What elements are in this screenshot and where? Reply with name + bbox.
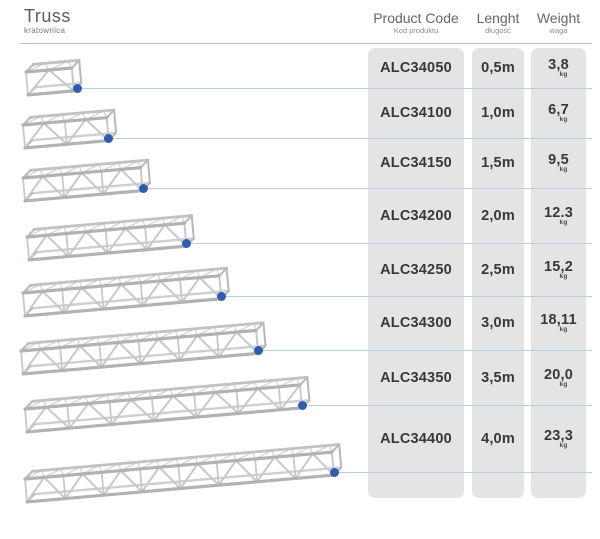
table-cell-weight: 9,5 kg xyxy=(531,138,586,188)
row-connector-dot xyxy=(254,346,263,355)
row-connector-line xyxy=(258,350,592,351)
table-cell-length: 3,0m xyxy=(481,315,515,331)
row-connector-line xyxy=(77,88,592,89)
weight-value: 6,7 xyxy=(548,102,569,119)
table-cell-product-code: ALC34150 xyxy=(380,155,452,171)
weight-value: 18,11 xyxy=(540,312,577,329)
table-cell-weight: 12.3 kg xyxy=(531,188,586,243)
row-connector-dot xyxy=(330,468,339,477)
product-code-column-bg xyxy=(368,48,464,498)
column-label: Weight xyxy=(536,10,581,26)
table-cell-length: 2,0m xyxy=(481,207,515,224)
table-cell-product-code: ALC34050 xyxy=(380,60,452,76)
table-cell-product-code: ALC34300 xyxy=(380,315,452,331)
weight-unit: kg xyxy=(559,116,568,124)
column-sublabel: długość xyxy=(485,26,511,36)
header-divider xyxy=(20,43,592,44)
row-connector-dot xyxy=(298,401,307,410)
weight-value: 23,3 xyxy=(543,427,574,444)
weight-column-bg xyxy=(531,48,586,498)
table-cell-product-code: ALC34200 xyxy=(380,207,452,224)
table-cell-length: 2,5m xyxy=(481,261,515,278)
truss-illustration xyxy=(19,321,267,376)
table-cell-weight: 23,3 kg xyxy=(531,405,586,472)
weight-unit: kg xyxy=(559,441,568,449)
column-header-length: Lenght długość xyxy=(472,10,524,36)
table-cell-weight: 15,2 kg xyxy=(531,243,586,296)
page-title: Truss xyxy=(24,6,71,26)
row-connector-dot xyxy=(182,239,191,248)
column-header-weight: Weight waga xyxy=(531,10,586,36)
weight-unit: kg xyxy=(559,71,568,79)
table-cell-length: 0,5m xyxy=(481,60,515,76)
column-label: Product Code xyxy=(373,10,459,26)
page-subtitle: kratownica xyxy=(24,26,66,35)
table-cell-length: 3,5m xyxy=(481,369,515,386)
length-column-bg xyxy=(472,48,524,498)
row-connector-line xyxy=(186,243,592,244)
table-cell-product-code: ALC34100 xyxy=(380,105,452,121)
weight-unit: kg xyxy=(559,218,568,226)
table-cell-product-code: ALC34350 xyxy=(380,369,452,386)
truss-illustration xyxy=(24,58,83,97)
page-title-block: Truss kratownica xyxy=(24,7,71,35)
table-cell-product-code: ALC34400 xyxy=(380,430,452,447)
weight-value: 15,2 xyxy=(543,258,574,275)
truss-illustration xyxy=(23,443,343,504)
weight-unit: kg xyxy=(559,380,568,388)
table-cell-weight: 18,11 kg xyxy=(531,296,586,350)
table-cell-product-code: ALC34250 xyxy=(380,261,452,278)
table-cell-weight: 6,7 kg xyxy=(531,88,586,138)
row-connector-dot xyxy=(217,292,226,301)
row-connector-line xyxy=(143,188,592,189)
weight-unit: kg xyxy=(559,326,568,334)
truss-illustration xyxy=(25,214,195,262)
truss-illustration xyxy=(23,375,311,434)
table-cell-weight: 3,8 kg xyxy=(531,48,586,88)
column-sublabel: Kod produktu xyxy=(393,26,439,36)
table-cell-length: 4,0m xyxy=(481,430,515,447)
weight-value: 12.3 xyxy=(543,204,574,221)
truss-illustration xyxy=(21,108,118,150)
row-connector-line xyxy=(221,296,592,297)
truss-illustration xyxy=(21,266,230,318)
row-connector-line xyxy=(108,138,592,139)
weight-unit: kg xyxy=(559,166,568,174)
weight-value: 20,0 xyxy=(543,366,574,383)
weight-value: 3,8 xyxy=(548,57,569,74)
column-label: Lenght xyxy=(476,10,520,26)
truss-illustration xyxy=(21,158,152,203)
row-connector-dot xyxy=(104,134,113,143)
table-cell-length: 1,0m xyxy=(481,105,515,121)
table-cell-length: 1,5m xyxy=(481,155,515,171)
column-sublabel: waga xyxy=(549,26,568,36)
row-connector-dot xyxy=(139,184,148,193)
column-header-product-code: Product Code Kod produktu xyxy=(368,10,464,36)
row-connector-line xyxy=(334,472,592,473)
row-connector-dot xyxy=(73,84,82,93)
row-connector-line xyxy=(302,405,592,406)
table-cell-weight: 20,0 kg xyxy=(531,350,586,405)
weight-unit: kg xyxy=(559,272,568,280)
weight-value: 9,5 xyxy=(548,152,569,169)
